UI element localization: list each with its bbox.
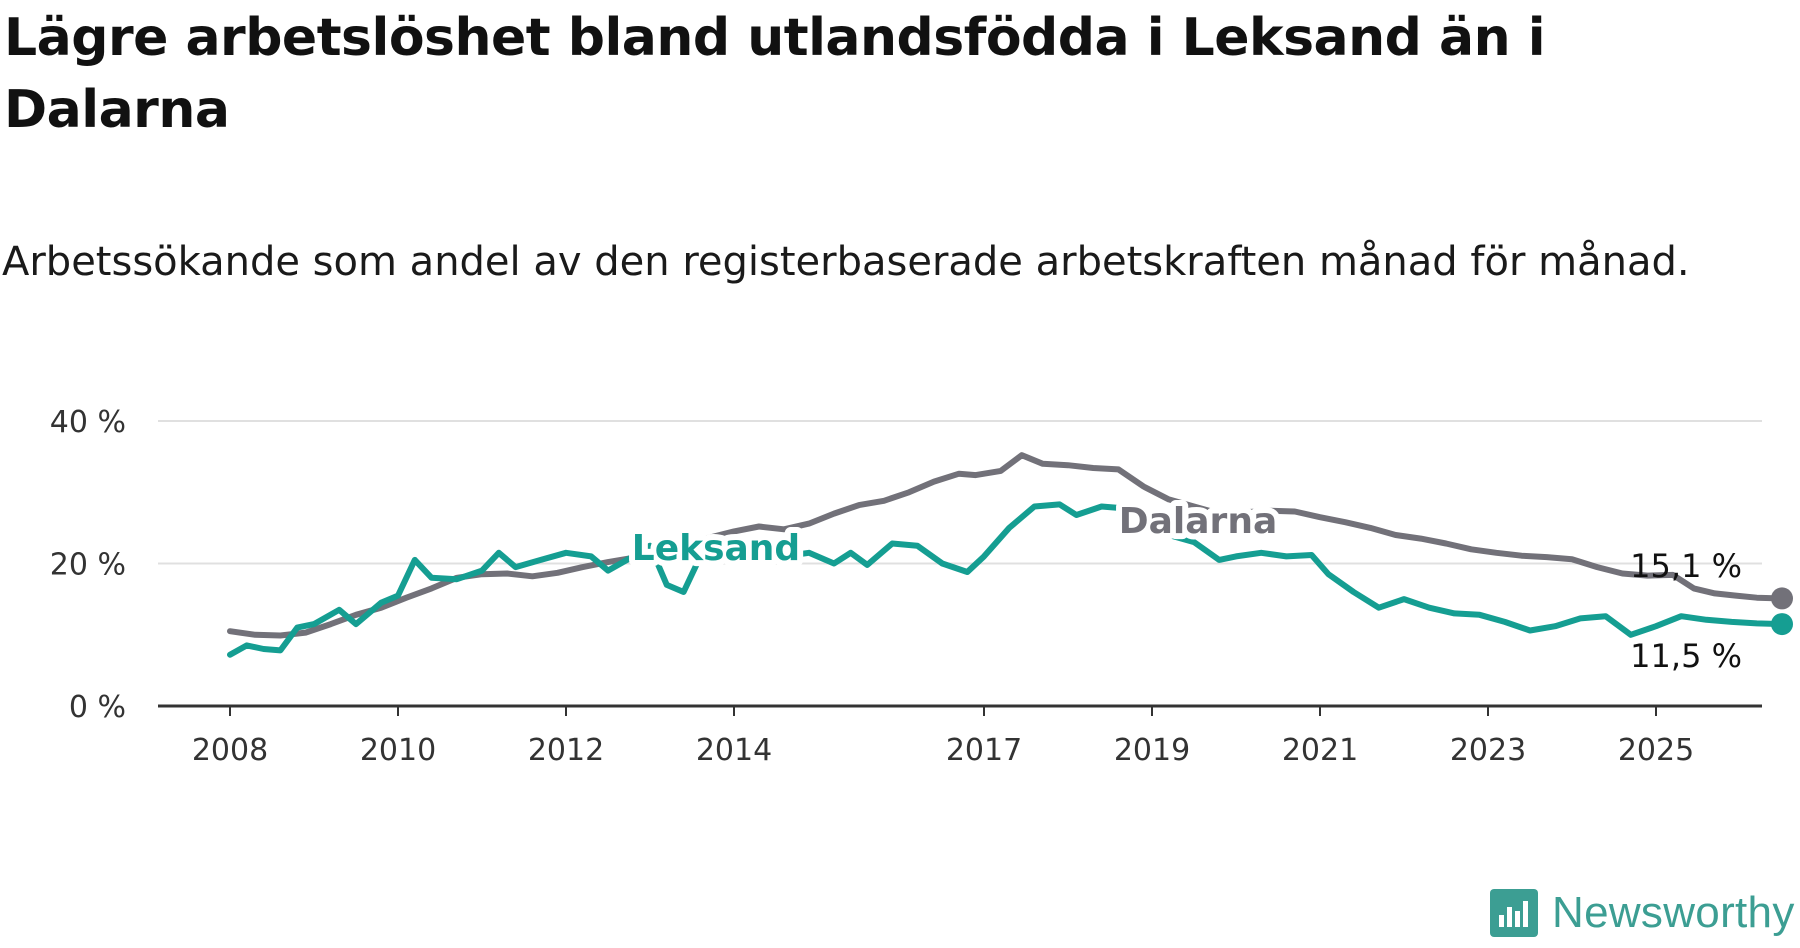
series-line-dalarna xyxy=(227,452,1785,639)
x-tick-label: 2023 xyxy=(1450,733,1526,768)
end-point-dalarna xyxy=(1771,587,1793,610)
brand-logo: Newsworthy xyxy=(1490,888,1795,938)
chart-subtitle: Arbetssökande som andel av den registerb… xyxy=(2,239,1690,285)
x-tick-label: 2019 xyxy=(1114,733,1190,768)
end-point-leksand xyxy=(1771,613,1793,636)
end-value-label-leksand: 11,5 % xyxy=(1630,637,1742,675)
y-tick-label: 20 % xyxy=(50,548,126,583)
series-label-leksand: Leksand xyxy=(632,528,800,569)
chart-title: Lägre arbetslöshet bland utlandsfödda i … xyxy=(4,8,1546,140)
y-tick-label: 40 % xyxy=(50,405,126,440)
end-value-label-dalarna: 15,1 % xyxy=(1630,547,1742,585)
x-tick-label: 2017 xyxy=(946,733,1022,768)
x-tick-label: 2012 xyxy=(528,733,604,768)
x-tick-label: 2008 xyxy=(192,733,268,768)
series-label-dalarna: Dalarna xyxy=(1119,501,1277,542)
x-tick-label: 2010 xyxy=(360,733,436,768)
x-tick-label: 2021 xyxy=(1282,733,1358,768)
y-tick-label: 0 % xyxy=(69,690,126,725)
x-tick-label: 2014 xyxy=(696,733,772,768)
bar-chart-icon xyxy=(1490,889,1538,937)
x-tick-label: 2025 xyxy=(1618,733,1694,768)
series-line-leksand xyxy=(227,501,1785,658)
brand-name: Newsworthy xyxy=(1552,888,1795,937)
